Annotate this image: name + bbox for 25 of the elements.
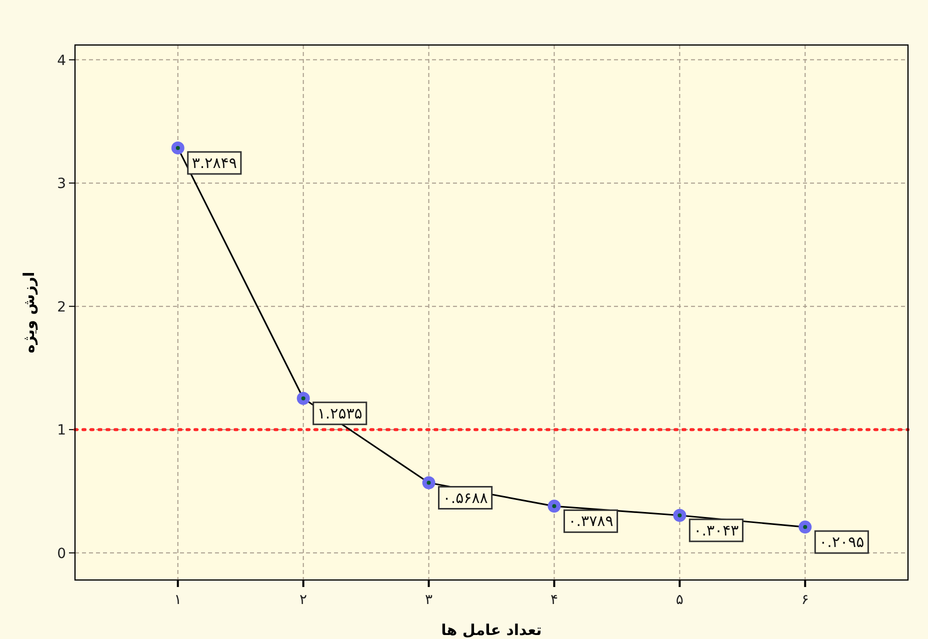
x-tick-label: ۶ (801, 592, 809, 608)
data-label: ۱.۲۵۳۵ (317, 404, 362, 422)
data-label: ۰.۳۰۴۳ (694, 521, 739, 540)
point (296, 392, 310, 405)
x-tick-label: ۵ (676, 592, 684, 608)
y-tick-label: 2 (57, 299, 66, 316)
x-tick-label: ۳ (425, 592, 434, 608)
data-label: ۰.۳۷۸۹ (568, 512, 614, 530)
data-label: ۳.۲۸۴۹ (192, 154, 237, 172)
x-tick-label: ۱ (174, 592, 182, 608)
point (548, 500, 561, 513)
x-axis-title: تعداد عامل ها (441, 621, 542, 639)
point (798, 520, 812, 534)
y-axis-title: ارزش ویژه (20, 272, 38, 354)
y-tick-label: 4 (57, 52, 66, 69)
y-tick-label: 3 (57, 176, 66, 192)
y-tick-label: 0 (57, 546, 66, 562)
data-label: ۰.۲۰۹۵ (819, 533, 864, 552)
point (171, 141, 184, 154)
point (673, 508, 686, 522)
x-tick-label: ۴ (550, 592, 558, 608)
y-tick-label: 1 (57, 422, 66, 439)
point (422, 476, 436, 490)
data-label: ۰.۵۶۸۸ (442, 488, 488, 507)
x-tick-label: ۲ (300, 592, 308, 608)
